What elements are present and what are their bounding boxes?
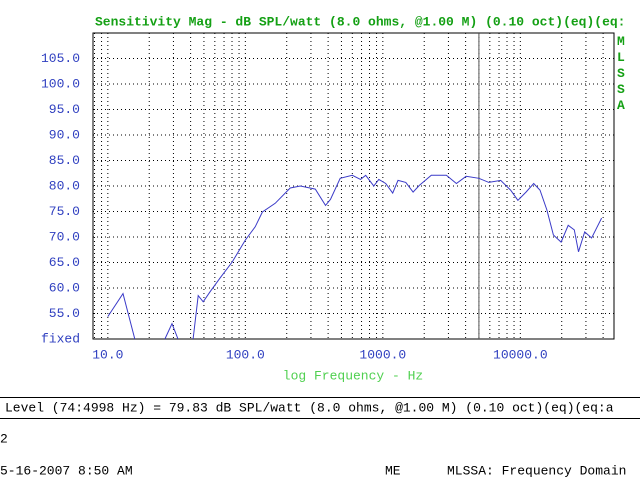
y-tick-label: 75.0 xyxy=(49,204,80,219)
y-tick-label: 95.0 xyxy=(49,102,80,117)
y-tick-label: fixed xyxy=(41,331,80,346)
x-tick-label: 10.0 xyxy=(92,347,123,362)
side-label: MLSSA xyxy=(617,34,625,113)
y-tick-label: 60.0 xyxy=(49,280,80,295)
x-tick-label: 100.0 xyxy=(226,347,265,362)
response-curve xyxy=(107,174,603,340)
x-tick-label: 10000.0 xyxy=(493,347,548,362)
y-tick-label: 90.0 xyxy=(49,127,80,142)
y-tick-label: 70.0 xyxy=(49,229,80,244)
status-line: Level (74:4998 Hz) = 79.83 dB SPL/watt (… xyxy=(5,400,614,415)
prompt: 2 xyxy=(0,431,8,446)
x-axis-label: log Frequency - Hz xyxy=(283,368,423,383)
footer-user: ME xyxy=(385,463,401,478)
y-tick-label: 55.0 xyxy=(49,306,80,321)
y-tick-label: 85.0 xyxy=(49,153,80,168)
y-tick-label: 100.0 xyxy=(41,76,80,91)
chart-title: Sensitivity Mag - dB SPL/watt (8.0 ohms,… xyxy=(95,14,626,29)
y-tick-label: 105.0 xyxy=(41,51,80,66)
y-tick-label: 80.0 xyxy=(49,178,80,193)
footer-mode: MLSSA: Frequency Domain xyxy=(447,463,626,478)
y-tick-label: 65.0 xyxy=(49,255,80,270)
x-tick-label: 1000.0 xyxy=(359,347,406,362)
footer-datetime: 5-16-2007 8:50 AM xyxy=(0,463,133,478)
